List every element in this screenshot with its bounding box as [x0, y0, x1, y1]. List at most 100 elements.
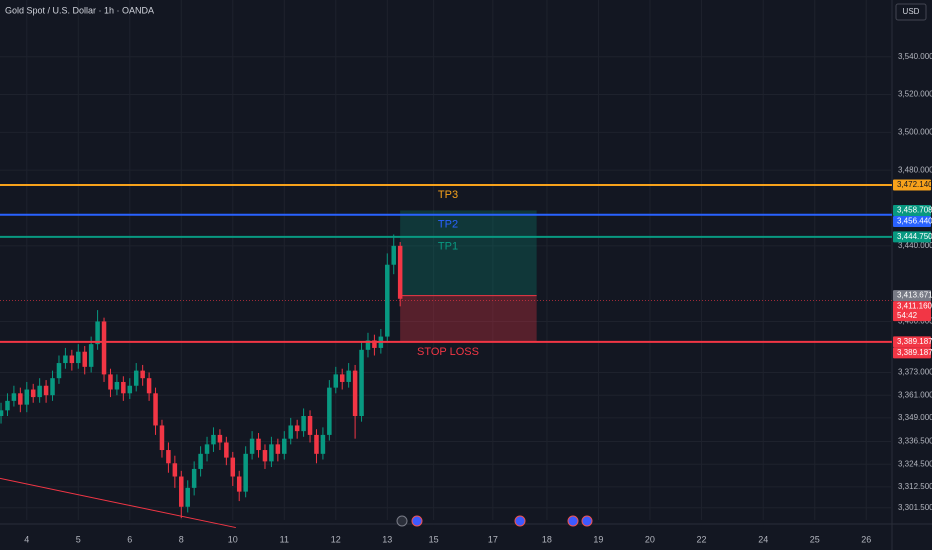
event-icon[interactable]	[514, 515, 526, 527]
candle-body	[37, 385, 42, 398]
candle-body	[339, 374, 345, 382]
candle-body	[159, 425, 165, 451]
x-tick-label: 17	[488, 534, 498, 544]
candle-body	[153, 393, 158, 426]
price-tag-label: 3,389.187	[897, 348, 932, 357]
candle-body	[307, 416, 313, 435]
candle-body	[82, 351, 87, 367]
candle-body	[63, 355, 68, 364]
candle-body	[327, 387, 332, 435]
candle-body	[262, 450, 268, 462]
candle-body	[314, 434, 319, 454]
level-name: STOP LOSS	[417, 346, 479, 358]
level-name: TP3	[438, 189, 458, 201]
y-tick-label: 3,440.000	[898, 241, 932, 250]
x-tick-label: 18	[542, 534, 552, 544]
y-tick-label: 3,520.000	[898, 90, 932, 99]
currency: USD	[903, 7, 920, 16]
x-tick-label: 15	[429, 534, 439, 544]
event-icons	[396, 515, 593, 527]
candle-body	[230, 457, 236, 477]
y-tick-label: 3,500.000	[898, 127, 932, 136]
candle-body	[101, 321, 107, 375]
axis: 3,540.000 3,520.000 3,500.000 3,480.000 3,44…	[24, 52, 932, 545]
candle-body	[88, 344, 94, 367]
event-icon[interactable]	[411, 515, 423, 527]
y-tick-label: 3,301.500	[898, 503, 932, 512]
candle-body	[346, 370, 351, 382]
price-tag-label: 3,389.187	[897, 337, 932, 346]
price-tag	[893, 204, 931, 216]
candle-body	[372, 340, 377, 348]
price-tag	[893, 347, 931, 359]
candle-body	[114, 381, 120, 390]
candle-body	[359, 349, 364, 416]
candle-body	[288, 425, 293, 439]
y-tick-label: 3,349.000	[898, 413, 932, 422]
event-icon[interactable]	[567, 515, 579, 527]
x-tick-label: 12	[331, 534, 341, 544]
chart-title: Gold Spot / U.S. Dollar · 1h · OANDA	[5, 5, 154, 15]
price-tag	[893, 336, 931, 348]
candle-body	[217, 434, 223, 443]
x-tick-label: 24	[758, 534, 768, 544]
price-tag	[893, 301, 931, 322]
candle-body	[0, 410, 4, 416]
candle-body	[320, 434, 326, 454]
x-tick-label: 5	[76, 534, 81, 544]
candle-body	[391, 245, 396, 265]
candle-body	[352, 370, 358, 416]
x-tick-label: 11	[280, 534, 289, 544]
candle-body	[301, 416, 306, 432]
candle-body	[172, 463, 178, 477]
price-tag-label: 3,411.160	[897, 302, 932, 311]
event-icon[interactable]	[396, 515, 408, 527]
candle-body	[140, 370, 145, 379]
candle-body	[191, 468, 197, 488]
y-tick-label: 3,373.000	[898, 368, 932, 377]
candle-body	[294, 425, 300, 432]
y-tick-label: 3,312.500	[898, 482, 932, 491]
candle-body	[198, 453, 203, 469]
candle-body	[108, 374, 113, 390]
candle-body	[204, 444, 210, 454]
countdown: 54:42	[897, 311, 918, 320]
price-tag	[893, 215, 931, 227]
candle-body	[385, 264, 390, 337]
event-icon[interactable]	[581, 515, 593, 527]
candle-body	[243, 453, 248, 492]
candle-body	[282, 438, 287, 454]
price-tag	[893, 290, 931, 302]
y-tick-label: 3,480.000	[898, 165, 932, 174]
candle-body	[127, 385, 133, 394]
x-tick-label: 19	[593, 534, 603, 544]
candle-body	[95, 321, 100, 345]
candle-body	[146, 378, 152, 394]
y-tick-label: 3,336.500	[898, 437, 932, 446]
candle-body	[397, 245, 403, 299]
candle-body	[236, 476, 242, 492]
candle-body	[179, 476, 184, 507]
candle-body	[56, 363, 62, 379]
candle-body	[249, 438, 255, 454]
profit-zone	[400, 210, 537, 296]
candle-body	[76, 351, 81, 364]
y-tick-label: 3,361.000	[898, 390, 932, 399]
candle-body	[30, 389, 36, 398]
candle-body	[50, 378, 55, 396]
currency-box[interactable]	[895, 3, 927, 21]
candle-body	[5, 400, 10, 411]
price-tag-label: 3,472.140	[897, 180, 932, 189]
candle-body	[18, 393, 23, 405]
candle-body	[256, 438, 261, 451]
x-tick-label: 8	[179, 534, 184, 544]
level-name: TP1	[438, 241, 458, 253]
candle-body	[275, 444, 281, 454]
y-tick-label: 3,540.000	[898, 52, 932, 61]
plot: TP3 TP2 TP1 STOP LOSS	[0, 184, 892, 529]
trendline	[0, 477, 236, 529]
price-tag	[893, 179, 931, 191]
candle-body	[185, 487, 190, 507]
